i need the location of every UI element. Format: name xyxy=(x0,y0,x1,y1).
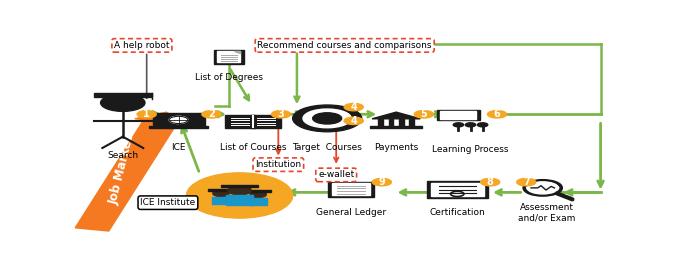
FancyBboxPatch shape xyxy=(245,190,271,192)
Text: 9: 9 xyxy=(379,177,385,187)
Circle shape xyxy=(312,113,342,124)
Circle shape xyxy=(137,111,156,118)
FancyBboxPatch shape xyxy=(153,113,205,126)
Circle shape xyxy=(477,123,488,127)
FancyBboxPatch shape xyxy=(378,119,383,126)
Circle shape xyxy=(169,116,188,124)
FancyBboxPatch shape xyxy=(218,51,240,62)
Text: List of Courses: List of Courses xyxy=(220,143,286,152)
FancyBboxPatch shape xyxy=(410,119,414,126)
Circle shape xyxy=(271,111,290,118)
Circle shape xyxy=(228,186,251,195)
Text: Certification: Certification xyxy=(429,209,485,217)
FancyBboxPatch shape xyxy=(427,181,488,198)
Text: 1: 1 xyxy=(143,109,150,119)
FancyBboxPatch shape xyxy=(225,115,255,128)
Circle shape xyxy=(481,178,499,186)
Text: Search: Search xyxy=(108,151,138,160)
FancyBboxPatch shape xyxy=(440,111,476,119)
Text: e-wallet: e-wallet xyxy=(318,170,354,179)
Circle shape xyxy=(414,111,434,118)
Polygon shape xyxy=(372,112,421,119)
FancyBboxPatch shape xyxy=(431,183,484,196)
Circle shape xyxy=(101,94,145,111)
FancyBboxPatch shape xyxy=(149,125,208,128)
Text: ICE Institute: ICE Institute xyxy=(140,198,195,207)
FancyBboxPatch shape xyxy=(221,184,258,187)
Circle shape xyxy=(202,111,221,118)
Circle shape xyxy=(465,123,475,127)
FancyBboxPatch shape xyxy=(226,195,253,205)
Text: 5: 5 xyxy=(421,109,427,119)
Polygon shape xyxy=(234,51,240,53)
Circle shape xyxy=(344,117,363,124)
Circle shape xyxy=(292,105,362,132)
FancyBboxPatch shape xyxy=(437,110,480,120)
Text: 3: 3 xyxy=(277,109,284,119)
Circle shape xyxy=(453,123,464,127)
FancyBboxPatch shape xyxy=(212,197,230,204)
Text: A help robot: A help robot xyxy=(114,41,170,50)
Text: Learning Process: Learning Process xyxy=(432,145,509,154)
Circle shape xyxy=(516,178,536,186)
Circle shape xyxy=(488,111,507,118)
Text: Recommend courses and comparisons: Recommend courses and comparisons xyxy=(258,41,432,50)
FancyBboxPatch shape xyxy=(388,119,393,126)
Circle shape xyxy=(213,190,229,197)
Ellipse shape xyxy=(186,173,292,218)
Circle shape xyxy=(303,109,351,128)
Text: 7: 7 xyxy=(523,177,530,187)
Text: 8: 8 xyxy=(487,177,494,187)
Text: Assessment
and/or Exam: Assessment and/or Exam xyxy=(518,203,575,223)
Circle shape xyxy=(527,182,558,194)
Circle shape xyxy=(373,178,391,186)
Circle shape xyxy=(250,191,266,198)
Text: 6: 6 xyxy=(494,109,501,119)
Text: Payments: Payments xyxy=(374,143,419,152)
Text: 2: 2 xyxy=(208,109,215,119)
FancyBboxPatch shape xyxy=(332,183,371,195)
Text: ICE: ICE xyxy=(171,143,186,152)
FancyBboxPatch shape xyxy=(208,189,234,191)
FancyBboxPatch shape xyxy=(251,115,281,128)
Text: Target  Courses: Target Courses xyxy=(292,143,362,152)
FancyBboxPatch shape xyxy=(214,50,245,64)
FancyBboxPatch shape xyxy=(327,182,375,197)
FancyBboxPatch shape xyxy=(249,198,267,205)
Text: General Ledger: General Ledger xyxy=(316,209,386,217)
Text: Job Market: Job Market xyxy=(107,134,137,206)
FancyBboxPatch shape xyxy=(371,126,422,128)
Circle shape xyxy=(344,103,363,111)
FancyBboxPatch shape xyxy=(94,93,152,97)
Text: Institution: Institution xyxy=(256,160,301,169)
Text: 4: 4 xyxy=(350,102,357,112)
FancyArrow shape xyxy=(75,112,186,231)
Text: 4: 4 xyxy=(350,116,357,126)
FancyBboxPatch shape xyxy=(399,119,403,126)
Text: List of Degrees: List of Degrees xyxy=(195,73,263,82)
